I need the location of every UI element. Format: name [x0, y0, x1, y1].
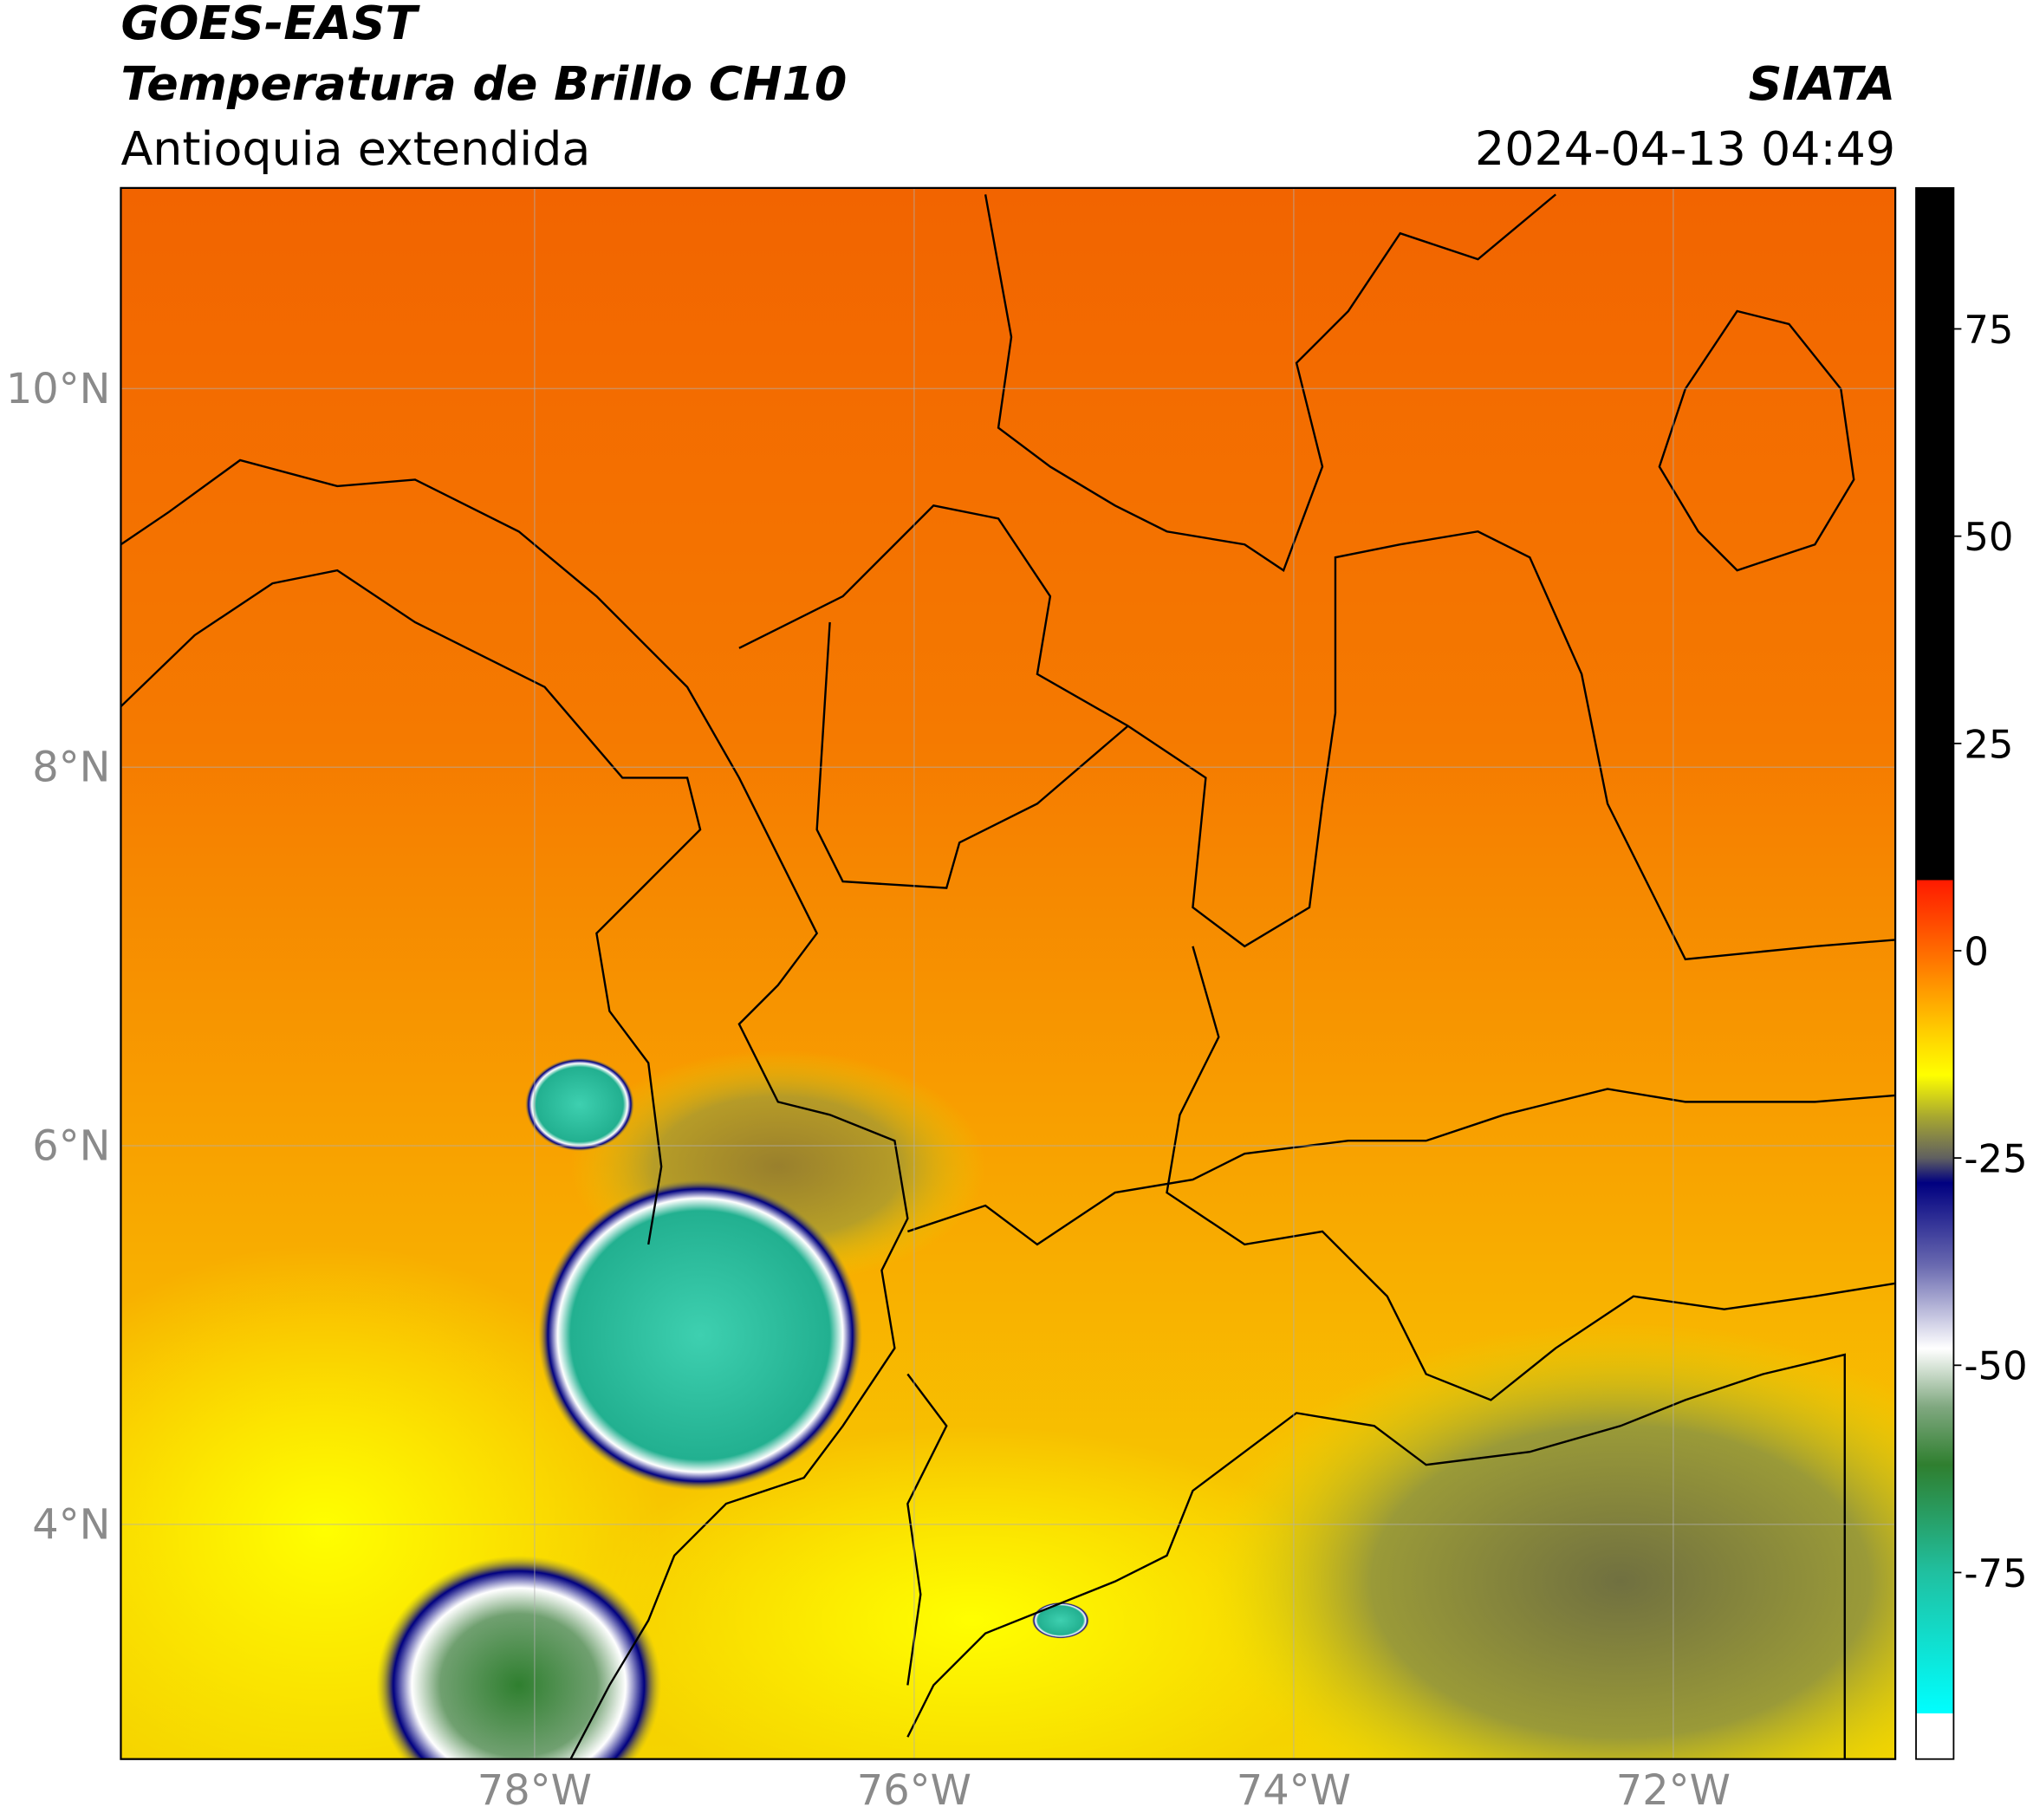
x-tick-label: 72°W [1616, 1767, 1731, 1815]
x-tick-label: 78°W [477, 1767, 592, 1815]
y-tick-label: 4°N [32, 1501, 110, 1549]
cloud-field [1205, 1322, 1896, 1759]
storm-cloud [538, 1180, 863, 1492]
colorbar-tick-label: 50 [1964, 514, 2013, 560]
colorbar [1915, 186, 1955, 1760]
border-line [906, 1088, 1896, 1246]
storm-cloud [1031, 1602, 1089, 1639]
coastline [120, 569, 702, 1245]
subtitle: Temperatura de Brillo CH10 [120, 56, 847, 111]
y-tick-label: 6°N [32, 1122, 110, 1170]
map-frame [120, 186, 1897, 1760]
colorbar-tick-label: -50 [1964, 1343, 2027, 1389]
border-line [815, 621, 1129, 889]
storm-cloud [525, 1057, 634, 1152]
border-line [906, 1373, 948, 1686]
border-line [1658, 309, 1855, 572]
colorbar-tick-label: -75 [1964, 1550, 2027, 1596]
y-tick-label: 8°N [32, 744, 110, 792]
storm-cloud [376, 1555, 662, 1759]
x-tick-label: 74°W [1237, 1767, 1351, 1815]
coastline [120, 458, 909, 1759]
source: SIATA [1749, 56, 1896, 111]
grid [120, 187, 1896, 1759]
map-image [120, 187, 1896, 1759]
colorbar-tick-label: 75 [1964, 307, 2013, 353]
region: Antioquia extendida [120, 121, 590, 176]
border-line [738, 504, 1896, 961]
colorbar-tick-label: -25 [1964, 1136, 2027, 1182]
x-tick-label: 76°W [857, 1767, 971, 1815]
border-line [1166, 946, 1896, 1401]
border-line [906, 1353, 1846, 1759]
border-line [984, 193, 1556, 572]
colorbar-tick-label: 25 [1964, 721, 2013, 767]
datetime: 2024-04-13 04:49 [1475, 121, 1895, 176]
cloud-field [583, 1426, 1361, 1759]
colorbar-tick-label: 0 [1964, 928, 1989, 974]
y-tick-label: 10°N [6, 366, 111, 413]
title: GOES-EAST [120, 0, 420, 50]
